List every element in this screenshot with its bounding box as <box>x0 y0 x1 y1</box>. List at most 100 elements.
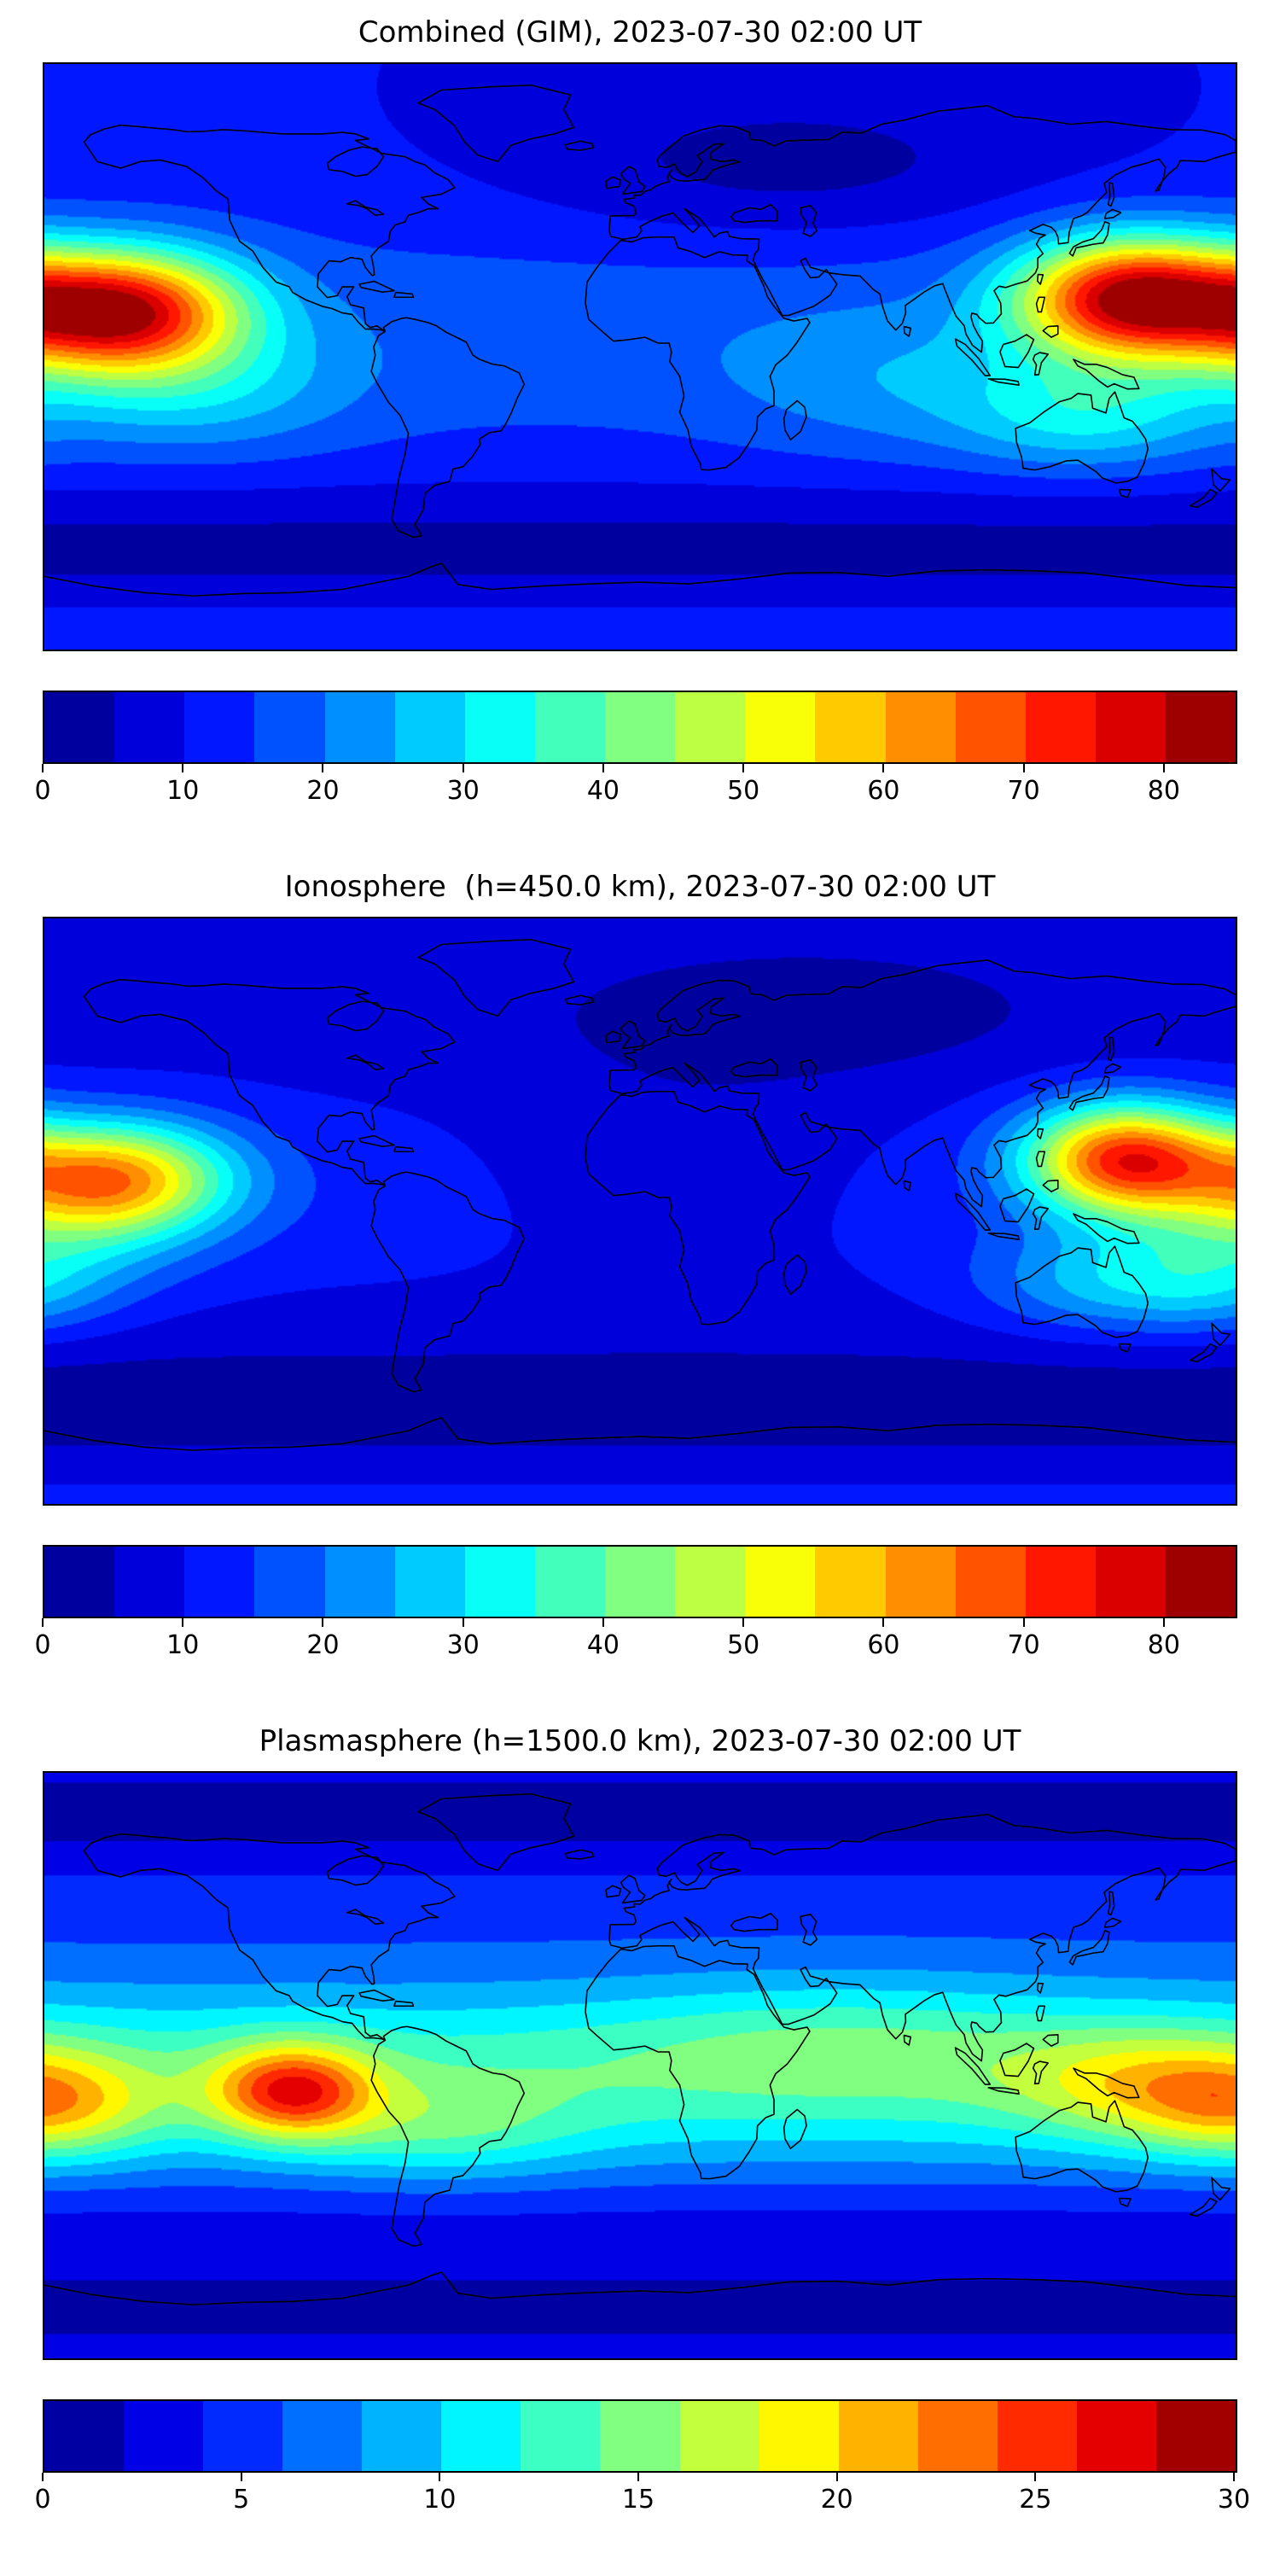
colorbar-segment <box>184 1547 255 1617</box>
panel-ionosphere: Ionosphere (h=450.0 km), 2023-07-30 02:0… <box>34 870 1237 1673</box>
colorbar-tick-mark <box>1233 2473 1235 2481</box>
colorbar-segment <box>917 2401 998 2471</box>
colorbar-segment <box>745 692 816 762</box>
colorbar-tick-mark <box>439 2473 441 2481</box>
colorbar-segment <box>254 692 325 762</box>
colorbar-segment <box>1025 1547 1096 1617</box>
colorbar-tick-row: 0 10 20 30 40 50 60 70 80 <box>34 764 1234 819</box>
colorbar-tick-mark <box>42 2473 44 2481</box>
colorbar-segment <box>815 692 886 762</box>
colorbar-tick-mark <box>602 764 604 772</box>
colorbar-segment <box>605 1547 676 1617</box>
colorbar-tick-label: 0 <box>34 776 51 806</box>
coastline-path <box>44 85 1236 596</box>
colorbar-segment <box>675 1547 746 1617</box>
colorbar-segment <box>464 1547 535 1617</box>
colorbar-tick-label: 15 <box>621 2485 655 2515</box>
colorbar-tick-label: 70 <box>1007 1630 1040 1660</box>
colorbar-tick-mark <box>322 764 324 772</box>
colorbar-segment <box>362 2401 442 2471</box>
colorbar-tick-label: 20 <box>306 776 340 806</box>
tec-field-canvas <box>44 1773 1236 2358</box>
colorbar-segment <box>534 692 605 762</box>
colorbar-tick-label: 20 <box>820 2485 853 2515</box>
world-map-plasmasphere <box>43 1771 1237 2360</box>
colorbar-segment <box>44 692 115 762</box>
colorbar-tick-mark <box>742 1618 745 1627</box>
panel-plasmasphere: Plasmasphere (h=1500.0 km), 2023-07-30 0… <box>34 1724 1250 2527</box>
colorbar-segment <box>203 2401 283 2471</box>
figure: Combined (GIM), 2023-07-30 02:00 UT 0 10 2… <box>0 15 1280 2527</box>
colorbar-segment <box>1076 2401 1156 2471</box>
colorbar-tick-mark <box>882 764 885 772</box>
colorbar-tick-mark <box>42 764 44 772</box>
colorbar-tick-mark <box>882 1618 885 1627</box>
world-map-combined <box>43 62 1237 651</box>
colorbar-tick-mark <box>462 764 464 772</box>
colorbar-tick-label: 80 <box>1147 1630 1180 1660</box>
colorbar-segment <box>394 1547 465 1617</box>
colorbar-tick-mark <box>1022 764 1025 772</box>
colorbar-segment <box>324 692 395 762</box>
colorbar-segment <box>324 1547 395 1617</box>
colorbar <box>43 2399 1237 2473</box>
colorbar-segment <box>815 1547 886 1617</box>
tec-field-canvas <box>44 918 1236 1504</box>
colorbar-segment <box>521 2401 601 2471</box>
colorbar-segment <box>254 1547 325 1617</box>
colorbar-tick-row: 0 5 10 15 20 25 30 <box>34 2473 1250 2527</box>
colorbar-segment <box>44 2401 125 2471</box>
colorbar-segment <box>745 1547 816 1617</box>
colorbar-tick-label: 60 <box>867 1630 900 1660</box>
colorbar-segment <box>534 1547 605 1617</box>
colorbar-tick-mark <box>1162 1618 1165 1627</box>
colorbar-segment <box>885 1547 956 1617</box>
coastline-path <box>44 940 1236 1450</box>
panel-title-combined: Combined (GIM), 2023-07-30 02:00 UT <box>358 15 922 50</box>
colorbar-segment <box>44 1547 115 1617</box>
colorbar-segment <box>838 2401 918 2471</box>
colorbar-segment <box>1166 692 1236 762</box>
colorbar <box>43 1545 1237 1618</box>
world-map-ionosphere <box>43 917 1237 1506</box>
colorbar <box>43 691 1237 764</box>
colorbar-segment <box>1095 1547 1166 1617</box>
colorbar-tick-mark <box>637 2473 639 2481</box>
colorbar-segment <box>1155 2401 1236 2471</box>
colorbar-segment <box>394 692 465 762</box>
colorbar-tick-mark <box>1022 1618 1025 1627</box>
colorbar-tick-mark <box>42 1618 44 1627</box>
colorbar-tick-label: 10 <box>166 776 200 806</box>
colorbar-segment <box>1166 1547 1236 1617</box>
tec-field-canvas <box>44 64 1236 650</box>
colorbar-segment <box>605 692 676 762</box>
colorbar-tick-label: 30 <box>1217 2485 1251 2515</box>
colorbar-segment <box>124 2401 204 2471</box>
coastlines-overlay <box>44 64 1236 650</box>
colorbar-tick-mark <box>742 764 745 772</box>
colorbar-tick-mark <box>1162 764 1165 772</box>
colorbar-tick-label: 25 <box>1019 2485 1052 2515</box>
colorbar-segment <box>997 2401 1077 2471</box>
colorbar-tick-label: 40 <box>586 776 620 806</box>
colorbar-segment <box>885 692 956 762</box>
colorbar-tick-label: 60 <box>867 776 900 806</box>
colorbar-segment <box>679 2401 759 2471</box>
colorbar-tick-mark <box>835 2473 838 2481</box>
colorbar-segment <box>184 692 255 762</box>
panel-title-ionosphere: Ionosphere (h=450.0 km), 2023-07-30 02:0… <box>284 870 996 904</box>
colorbar-segment <box>441 2401 521 2471</box>
colorbar-tick-label: 20 <box>306 1630 340 1660</box>
colorbar-segment <box>114 692 185 762</box>
colorbar-tick-label: 30 <box>446 1630 480 1660</box>
colorbar-segment <box>114 1547 185 1617</box>
colorbar-segment <box>1025 692 1096 762</box>
colorbar-tick-row: 0 10 20 30 40 50 60 70 80 <box>34 1618 1234 1673</box>
panel-title-plasmasphere: Plasmasphere (h=1500.0 km), 2023-07-30 0… <box>259 1724 1021 1758</box>
colorbar-tick-mark <box>240 2473 242 2481</box>
colorbar-segment <box>600 2401 680 2471</box>
colorbar-tick-label: 10 <box>423 2485 457 2515</box>
colorbar-tick-label: 10 <box>166 1630 200 1660</box>
colorbar-tick-label: 80 <box>1147 776 1180 806</box>
colorbar-tick-label: 50 <box>727 1630 760 1660</box>
